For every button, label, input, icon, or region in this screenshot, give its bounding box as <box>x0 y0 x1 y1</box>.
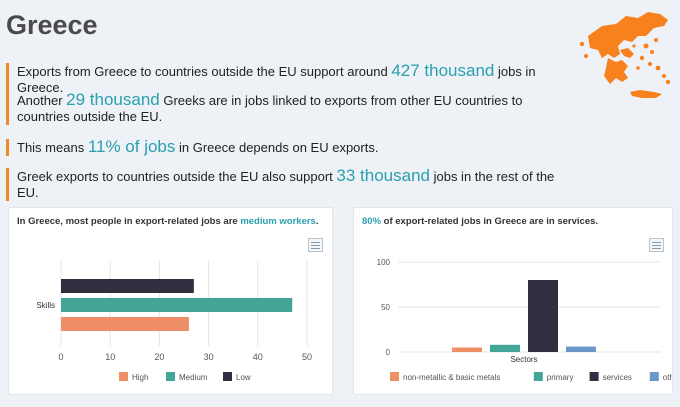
fact-text: Greek exports to countries outside the E… <box>17 169 337 184</box>
fact-text: Another <box>17 93 67 108</box>
x-tick-label: 30 <box>204 352 214 362</box>
x-tick-label: 50 <box>302 352 312 362</box>
title-text: In Greece, most people in export-related… <box>17 216 241 227</box>
fact-highlight: 29 thousand <box>66 90 160 109</box>
skills-bar-chart: 0 10 20 30 40 50 Skills High Medium Low <box>36 260 312 382</box>
bar-services <box>528 280 558 352</box>
legend-label: Medium <box>179 373 208 382</box>
legend-swatch <box>166 372 175 381</box>
legend-swatch <box>589 372 599 381</box>
bar-low <box>61 279 194 293</box>
bar-others <box>566 346 596 352</box>
fact-other-eu-jobs: Another 29 thousand Greeks are in jobs l… <box>6 90 577 125</box>
legend-label: others <box>663 373 672 382</box>
fact-highlight: 11% of jobs <box>87 137 176 156</box>
skills-chart-title: In Greece, most people in export-related… <box>17 216 318 227</box>
title-text: of export-related jobs in Greece are in … <box>381 216 599 227</box>
y-tick-label: 50 <box>381 303 390 312</box>
chart-menu-icon[interactable] <box>308 238 323 252</box>
fact-text: jobs in Greece. <box>17 64 536 95</box>
legend-swatch <box>533 372 543 381</box>
title-accent: medium workers <box>240 216 316 227</box>
bar-medium <box>61 298 293 312</box>
bar-primary <box>490 344 520 352</box>
x-tick-label: 20 <box>154 352 164 362</box>
greece-map-icon <box>579 12 671 98</box>
legend-label: primary <box>547 373 574 382</box>
legend-swatch <box>390 372 399 381</box>
fact-highlight: 427 thousand <box>391 61 495 80</box>
legend-swatch <box>649 372 659 381</box>
chart-menu-icon[interactable] <box>649 238 664 252</box>
legend-label: services <box>603 373 632 382</box>
y-tick-label: 0 <box>386 348 391 357</box>
fact-text: Greeks are in jobs linked to exports fro… <box>17 93 523 124</box>
skills-chart-card: In Greece, most people in export-related… <box>8 207 333 395</box>
legend-label: High <box>132 373 148 382</box>
fact-share-of-jobs: This means 11% of jobs in Greece depends… <box>6 137 577 156</box>
sectors-chart-card: 80% of export-related jobs in Greece are… <box>353 207 673 395</box>
y-tick-label: 100 <box>377 258 391 267</box>
fact-text: jobs in the rest of the EU. <box>17 169 555 200</box>
legend-label: non-metallic & basic metals <box>403 373 500 382</box>
x-tick-label: 0 <box>58 352 63 362</box>
fact-text: This means <box>17 140 88 155</box>
title-accent: 80% <box>362 216 382 227</box>
sectors-bar-chart: 0 50 100 Sectors non-metallic & basic metals… <box>377 258 672 382</box>
fact-rest-of-eu-jobs: Greek exports to countries outside the E… <box>6 166 577 201</box>
bar-high <box>61 317 189 331</box>
fact-text: Exports from Greece to countries outside… <box>17 64 392 79</box>
title-text: . <box>315 216 319 227</box>
fact-exports-jobs: Exports from Greece to countries outside… <box>6 61 577 96</box>
fact-text: in Greece depends on EU exports. <box>175 140 379 155</box>
legend-swatch <box>223 372 232 381</box>
page-title: Greece <box>6 10 98 40</box>
x-category-label: Sectors <box>510 355 537 364</box>
legend-label: Low <box>236 373 251 382</box>
fact-highlight: 33 thousand <box>336 166 430 185</box>
sectors-chart-title: 80% of export-related jobs in Greece are… <box>362 216 598 227</box>
legend-swatch <box>119 372 128 381</box>
x-tick-label: 10 <box>105 352 115 362</box>
y-category-label: Skills <box>36 301 55 310</box>
x-tick-label: 40 <box>253 352 263 362</box>
bar-non-metallic-basic-metals <box>452 347 482 352</box>
